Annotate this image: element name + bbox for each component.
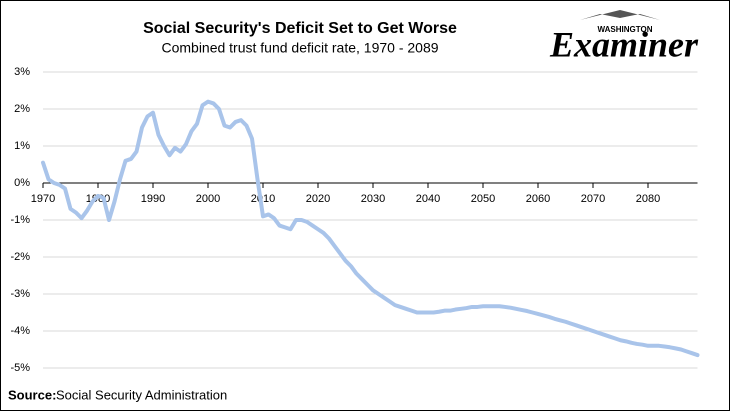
x-tick-label: 2000 (196, 193, 220, 205)
x-tick-label: 2040 (416, 193, 440, 205)
source: Social Security Administration (56, 387, 227, 402)
x-tick-label: 2020 (306, 193, 330, 205)
chart-title: Social Security's Deficit Set to Get Wor… (143, 20, 457, 37)
y-tick-label: -1% (10, 214, 30, 226)
y-tick-label: -3% (10, 288, 30, 300)
x-tick-label: 2080 (636, 193, 660, 205)
x-tick-label: 2050 (471, 193, 495, 205)
y-tick-label: -2% (10, 251, 30, 263)
y-tick-label: -4% (10, 325, 30, 337)
x-tick-label: 1970 (31, 193, 55, 205)
x-tick-label: 2070 (581, 193, 605, 205)
logo: WASHINGTON Examiner (549, 10, 699, 64)
logo-eagle (580, 10, 660, 20)
y-tick-label: 1% (14, 140, 30, 152)
x-tick-label: 2010 (251, 193, 275, 205)
x-tick-label: 2030 (361, 193, 385, 205)
x-tick-label: 2060 (526, 193, 550, 205)
x-tick-label: 1990 (141, 193, 165, 205)
y-tick-label: 2% (14, 103, 30, 115)
y-tick-label: 0% (14, 177, 30, 189)
line-series (41, 99, 700, 358)
logo-small: WASHINGTON (598, 25, 653, 34)
logo-large: Examiner (549, 24, 699, 64)
y-tick-label: 3% (14, 66, 30, 78)
y-tick-label: -5% (10, 362, 30, 374)
source-label: Source: (8, 387, 56, 402)
chart-subtitle: Combined trust fund deficit rate, 1970 -… (161, 40, 438, 56)
